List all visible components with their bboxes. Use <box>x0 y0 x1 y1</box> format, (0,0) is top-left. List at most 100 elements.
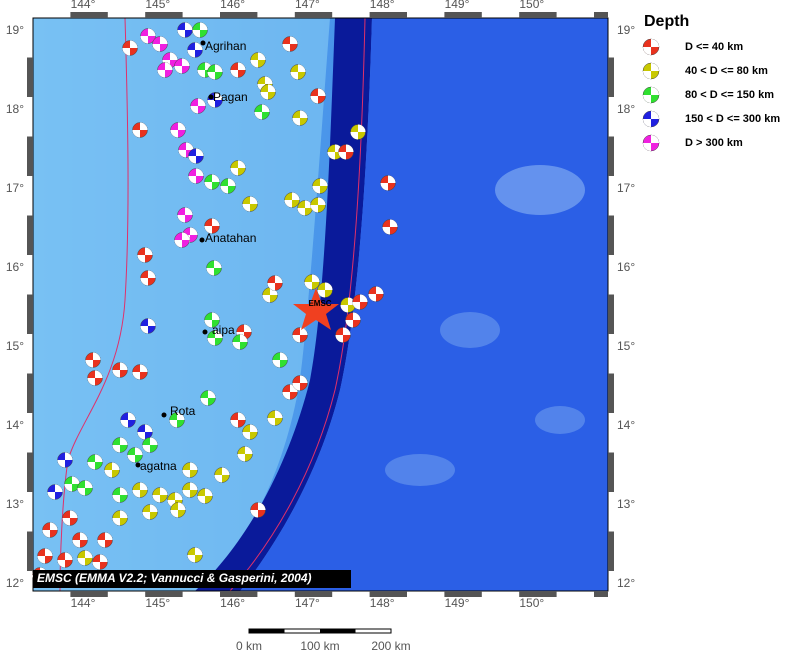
ball-quad <box>170 122 186 138</box>
beachball <box>112 487 128 503</box>
frame-seg <box>27 136 33 176</box>
ball-quad <box>338 144 354 160</box>
beachball <box>112 362 128 378</box>
beachball <box>290 64 306 80</box>
y-tick-label: 13° <box>6 497 24 511</box>
y-tick-label: 19° <box>6 23 24 37</box>
ball-quad <box>232 334 248 350</box>
beachball <box>292 327 308 343</box>
ball-quad <box>207 92 223 108</box>
beachball <box>174 232 190 248</box>
frame-seg <box>608 215 614 255</box>
beachball <box>42 522 58 538</box>
star-label: EMSC <box>308 299 331 308</box>
frame-seg <box>27 373 33 413</box>
ball-quad <box>250 502 266 518</box>
beachball <box>142 437 158 453</box>
beachball <box>152 487 168 503</box>
ball-quad <box>340 297 356 313</box>
beachball <box>310 88 326 104</box>
beachball <box>207 64 223 80</box>
ball-quad <box>207 64 223 80</box>
beachball <box>230 412 246 428</box>
beachball <box>140 318 156 334</box>
frame-seg <box>27 531 33 571</box>
x-tick-label: 149° <box>445 0 470 11</box>
ball-quad <box>167 492 183 508</box>
beachball <box>317 282 333 298</box>
ball-quad <box>140 318 156 334</box>
ball-quad <box>87 454 103 470</box>
beachball <box>382 219 398 235</box>
frame-seg <box>145 591 183 597</box>
ball-quad <box>214 467 230 483</box>
beachball <box>132 122 148 138</box>
ball-quad <box>120 412 136 428</box>
ball-quad <box>152 36 168 52</box>
ball-quad <box>284 192 300 208</box>
y-tick-label: 14° <box>6 418 24 432</box>
beachball <box>204 218 220 234</box>
beachball <box>174 58 190 74</box>
beachball <box>230 62 246 78</box>
ball-quad <box>112 437 128 453</box>
frame-seg <box>220 591 258 597</box>
beachball <box>267 275 283 291</box>
frame-seg <box>608 373 614 413</box>
beachball <box>170 502 186 518</box>
frame-seg <box>70 12 108 18</box>
ball-quad <box>170 502 186 518</box>
frame-seg <box>369 12 407 18</box>
y-tick-label: 16° <box>617 260 635 274</box>
ball-quad <box>112 362 128 378</box>
frame-seg <box>27 452 33 492</box>
x-tick-label: 145° <box>145 596 170 610</box>
ball-quad <box>292 327 308 343</box>
beachball <box>345 312 361 328</box>
beachball <box>187 547 203 563</box>
beachball <box>232 334 248 350</box>
ball-quad <box>97 532 113 548</box>
ball-quad <box>204 218 220 234</box>
beachball <box>47 484 63 500</box>
beachball <box>642 86 660 104</box>
beachball <box>340 297 356 313</box>
ball-quad <box>254 104 270 120</box>
y-tick-label: 17° <box>617 181 635 195</box>
place-label: Agrihan <box>205 39 246 53</box>
place-dot <box>199 237 205 243</box>
beachball <box>57 452 73 468</box>
ball-quad <box>188 168 204 184</box>
ball-quad <box>177 22 193 38</box>
beachball <box>237 446 253 462</box>
ball-quad <box>140 270 156 286</box>
beachball <box>282 36 298 52</box>
ball-quad <box>112 510 128 526</box>
ball-quad <box>57 452 73 468</box>
x-tick-label: 150° <box>519 0 544 11</box>
scale-label: 200 km <box>371 639 410 651</box>
map-frame <box>27 12 614 597</box>
beachball <box>177 22 193 38</box>
beachball <box>197 488 213 504</box>
frame-seg <box>608 57 614 97</box>
ball-quad <box>104 462 120 478</box>
frame-seg <box>294 591 333 597</box>
frame-seg <box>594 591 608 597</box>
beachball <box>85 352 101 368</box>
ball-quad <box>643 87 659 103</box>
ball-quad <box>187 547 203 563</box>
beachball <box>350 124 366 140</box>
ball-quad <box>142 504 158 520</box>
y-tick-label: 15° <box>617 339 635 353</box>
ball-quad <box>132 122 148 138</box>
ball-quad <box>57 552 73 568</box>
beachball <box>206 260 222 276</box>
beachball <box>104 462 120 478</box>
beachball <box>177 207 193 223</box>
ball-quad <box>182 462 198 478</box>
beachball <box>192 22 208 38</box>
ball-quad <box>292 375 308 391</box>
ball-quad <box>267 410 283 426</box>
